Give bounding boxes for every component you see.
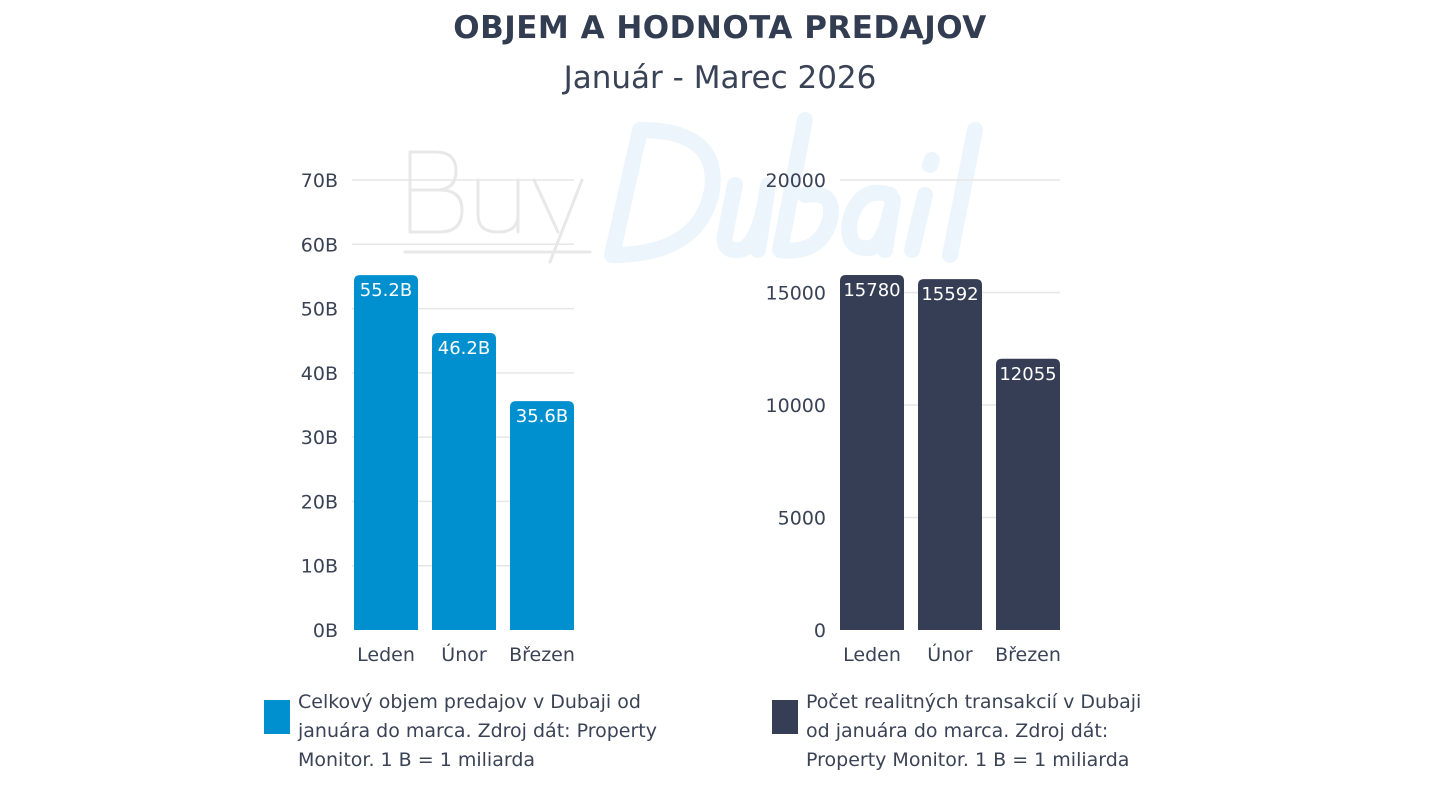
y-tick-label: 50B xyxy=(301,299,338,321)
watermark-logo xyxy=(403,112,983,264)
y-tick-label: 0B xyxy=(313,620,338,642)
data-label: 15592 xyxy=(921,284,978,305)
legend-swatch xyxy=(772,700,798,734)
y-tick-label: 15000 xyxy=(766,283,826,305)
x-tick-label: Únor xyxy=(441,642,487,666)
bar-Únor xyxy=(918,279,982,630)
y-tick-label: 20B xyxy=(301,491,338,513)
legend-swatch xyxy=(264,700,290,734)
watermark-dubai xyxy=(604,112,983,263)
legend-text: Počet realitných transakcií v Dubaji od … xyxy=(806,691,1142,771)
data-label: 15780 xyxy=(843,280,900,301)
bar-Březen xyxy=(510,401,574,630)
chart-title: OBJEM A HODNOTA PREDAJOV xyxy=(453,10,987,46)
x-tick-label: Březen xyxy=(995,644,1061,666)
data-label: 46.2B xyxy=(438,338,490,359)
legend-text: Celkový objem predajov v Dubaji od januá… xyxy=(298,691,657,771)
legend-left: Celkový objem predajov v Dubaji od januá… xyxy=(264,688,658,775)
legend-right: Počet realitných transakcií v Dubaji od … xyxy=(772,688,1166,775)
y-tick-label: 20000 xyxy=(766,170,826,192)
y-tick-label: 10000 xyxy=(766,395,826,417)
x-tick-label: Leden xyxy=(843,644,901,666)
x-tick-label: Březen xyxy=(509,644,575,666)
chart-subtitle: Január - Marec 2026 xyxy=(563,60,877,96)
data-label: 12055 xyxy=(999,364,1056,385)
x-tick-label: Únor xyxy=(927,642,973,666)
y-tick-label: 10B xyxy=(301,556,338,578)
bar-Únor xyxy=(432,333,496,630)
y-tick-label: 40B xyxy=(301,363,338,385)
x-tick-label: Leden xyxy=(357,644,415,666)
y-tick-label: 70B xyxy=(301,170,338,192)
y-tick-label: 60B xyxy=(301,234,338,256)
bar-Březen xyxy=(996,358,1060,630)
bar-Leden xyxy=(840,274,904,630)
y-tick-label: 30B xyxy=(301,427,338,449)
data-label: 55.2B xyxy=(360,280,412,301)
watermark-buy xyxy=(403,150,592,264)
data-label: 35.6B xyxy=(516,406,568,427)
bar-Leden xyxy=(354,275,418,630)
y-tick-label: 0 xyxy=(814,620,826,642)
y-tick-label: 5000 xyxy=(778,508,826,530)
